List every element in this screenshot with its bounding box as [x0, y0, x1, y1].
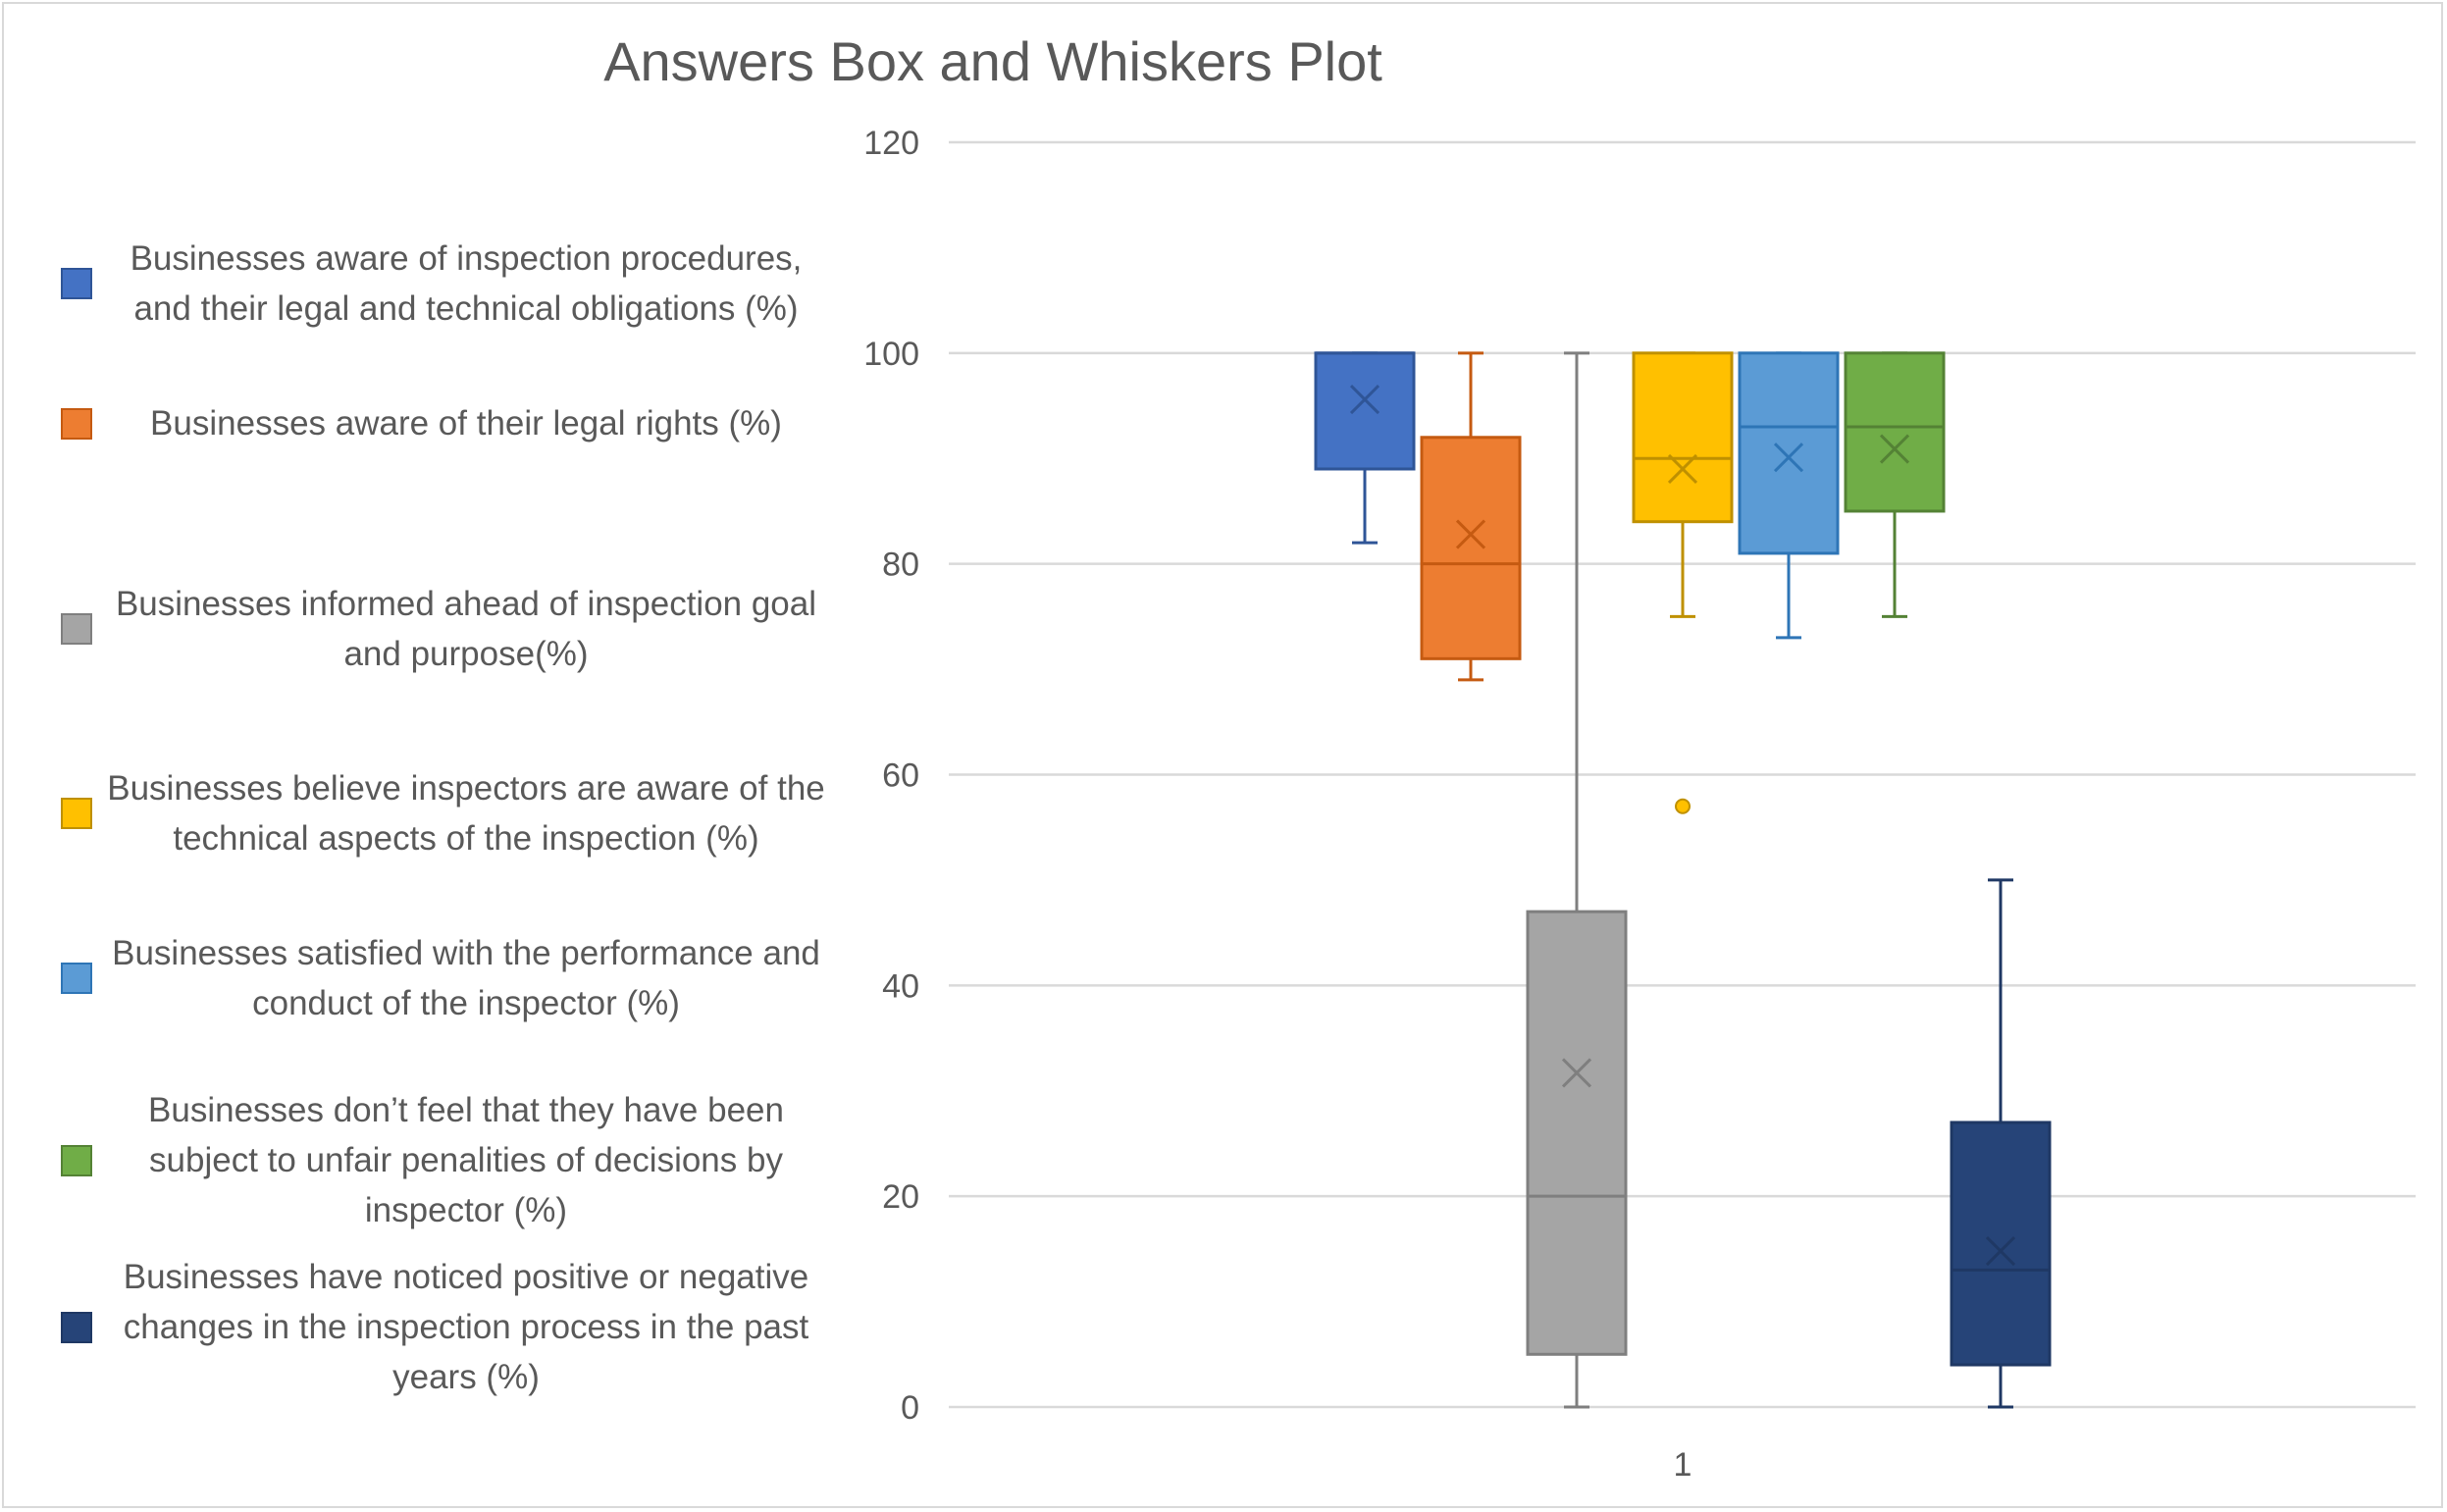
legend-label-3: Businesses informed ahead of inspection … [115, 585, 817, 673]
mean-marker [1349, 385, 1380, 415]
y-tick-label: 100 [863, 336, 919, 373]
legend-label-6: Businesses don’t feel that they have bee… [148, 1091, 784, 1229]
legend-swatch-3 [61, 613, 92, 645]
box [1738, 351, 1840, 555]
y-tick-label: 60 [882, 757, 919, 795]
legend-item-3: Businesses informed ahead of inspection … [61, 579, 826, 679]
legend-swatch-4 [61, 798, 92, 829]
legend-item-1: Businesses aware of inspection procedure… [61, 234, 826, 334]
legend-label-2: Businesses aware of their legal rights (… [150, 404, 782, 443]
legend-item-2: Businesses aware of their legal rights (… [61, 398, 826, 448]
y-tick-label: 20 [882, 1178, 919, 1216]
mean-marker [1985, 1235, 2016, 1267]
y-tick-label: 80 [882, 547, 919, 584]
legend-label-4: Businesses believe inspectors are aware … [107, 769, 825, 858]
box [1526, 910, 1628, 1356]
mean-marker [1773, 443, 1804, 473]
legend-swatch-6 [61, 1144, 92, 1176]
box [1950, 1121, 2052, 1367]
legend-swatch-2 [61, 407, 92, 440]
legend-label-5: Businesses satisfied with the performanc… [112, 934, 820, 1022]
y-tick-label: 120 [863, 125, 919, 162]
y-tick-label: 40 [882, 967, 919, 1005]
legend-item-5: Businesses satisfied with the performanc… [61, 928, 826, 1028]
legend-label-1: Businesses aware of inspection procedure… [130, 239, 803, 328]
legend-swatch-5 [61, 963, 92, 994]
chart-title: Answers Box and Whiskers Plot [603, 30, 1382, 92]
box [1420, 436, 1522, 660]
legend-item-4: Businesses believe inspectors are aware … [61, 763, 826, 863]
box [1844, 351, 1946, 513]
mean-marker [1879, 434, 1910, 464]
legend-swatch-1 [61, 268, 92, 299]
outlier-point [1675, 798, 1691, 814]
mean-marker [1455, 519, 1486, 549]
legend-swatch-7 [61, 1311, 92, 1343]
mean-marker [1667, 453, 1698, 485]
box [1632, 351, 1734, 524]
box [1314, 351, 1416, 471]
legend-label-7: Businesses have noticed positive or nega… [123, 1258, 809, 1396]
legend-item-7: Businesses have noticed positive or nega… [61, 1252, 826, 1402]
mean-marker [1561, 1058, 1592, 1088]
x-tick-label: 1 [1674, 1446, 1692, 1484]
chart-title-wrap: Answers Box and Whiskers Plot [0, 29, 2447, 93]
y-tick-label: 0 [901, 1389, 919, 1427]
legend-item-6: Businesses don’t feel that they have bee… [61, 1085, 826, 1235]
